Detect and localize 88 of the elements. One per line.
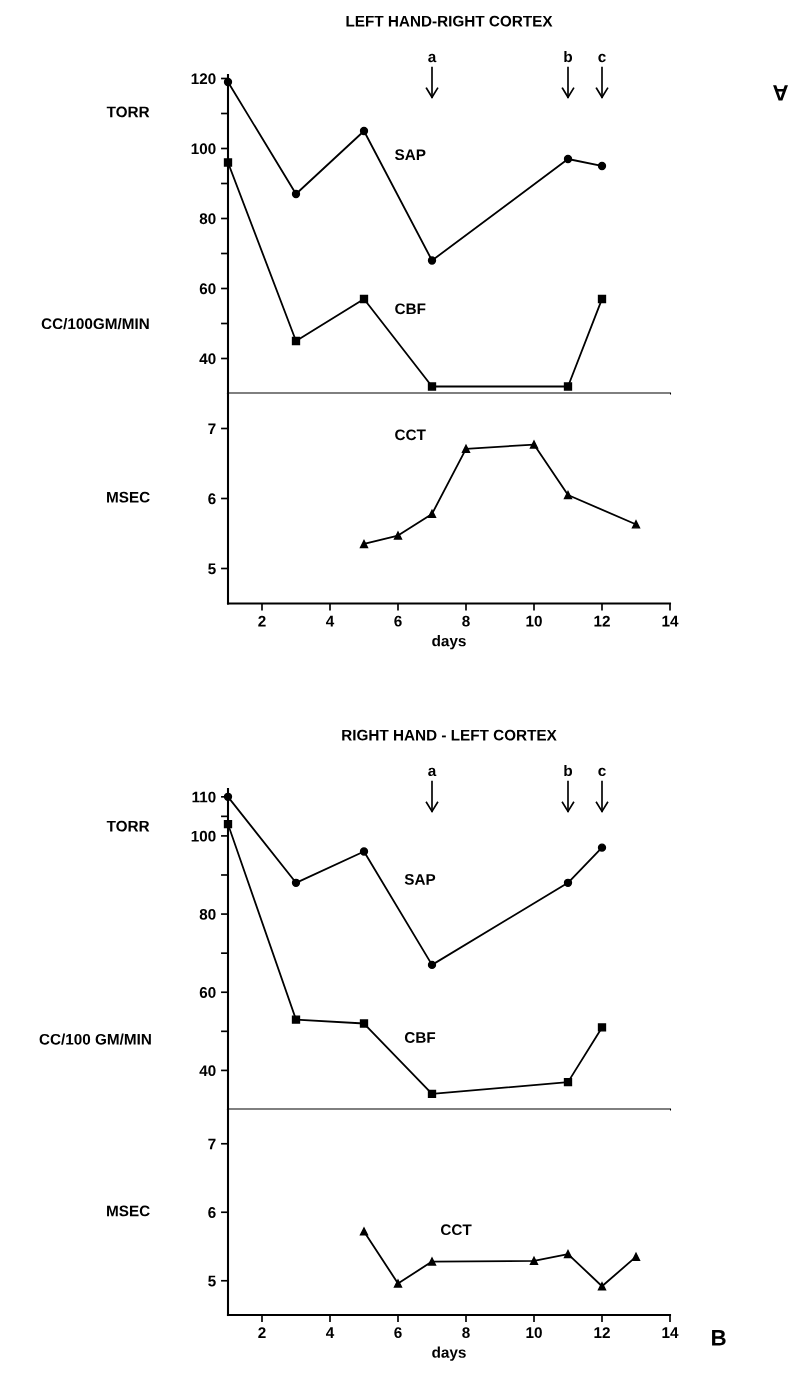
x-axis-title: days: [432, 1346, 466, 1361]
x-tick-label: 6: [394, 615, 402, 627]
text: a: [428, 53, 437, 63]
point: [597, 1282, 607, 1291]
y-tick-label: 80: [199, 213, 216, 225]
point: [393, 531, 403, 540]
x-tick-label: 4: [325, 1327, 335, 1338]
text: c: [598, 767, 606, 777]
y-axis-title: TORR: [106, 820, 150, 832]
point: [563, 1077, 573, 1087]
x-tick-label: 8: [462, 1327, 470, 1339]
point: [291, 336, 301, 346]
y-tick-label: 120: [191, 73, 216, 85]
point: [563, 382, 573, 391]
y-tick-label: 5: [208, 1275, 216, 1287]
x-tick-label: 4: [325, 615, 335, 627]
series-label: SAP: [404, 873, 436, 885]
point: [563, 154, 573, 164]
y-tick-label: 60: [199, 987, 216, 998]
text: A: [773, 85, 788, 101]
series-label: CBF: [395, 303, 426, 315]
point: [393, 1279, 403, 1288]
point: [529, 440, 539, 449]
x-tick-label: 10: [526, 1327, 542, 1339]
point: [597, 161, 607, 171]
y-tick-label: 100: [191, 143, 216, 155]
x-tick-label: 2: [258, 615, 266, 627]
x-axis-title: days: [432, 635, 466, 650]
point: [597, 1023, 607, 1032]
point: [427, 1089, 437, 1099]
point: [563, 878, 573, 887]
y-tick-label: 6: [208, 1207, 216, 1218]
point: [291, 878, 301, 887]
text: b: [564, 51, 573, 63]
point: [359, 847, 369, 856]
x-tick-label: 12: [594, 615, 610, 627]
y-axis-title: MSEC: [107, 1205, 150, 1217]
series-label: CCT: [440, 1224, 472, 1236]
point: [427, 382, 437, 391]
y-tick-label: 7: [208, 423, 216, 435]
point: [427, 256, 437, 265]
point: [631, 1252, 641, 1261]
point: [631, 520, 641, 529]
x-tick-label: 10: [526, 615, 542, 627]
text: a: [428, 767, 437, 777]
x-tick-label: 2: [258, 1327, 266, 1338]
y-tick-label: 80: [199, 908, 216, 920]
series-label: CBF: [404, 1032, 436, 1043]
chart-title: LEFT HAND-RIGHT CORTEX: [346, 15, 553, 27]
x-tick-label: 6: [394, 1327, 402, 1339]
x-tick-label: 12: [594, 1327, 610, 1338]
point: [359, 539, 369, 549]
series-label: SAP: [394, 149, 426, 161]
x-tick-label: 14: [662, 615, 679, 627]
point: [359, 294, 369, 304]
y-tick-label: 60: [199, 283, 216, 295]
text: CC/100 GM/MIN: [39, 1033, 151, 1045]
y-tick-label: 110: [192, 791, 216, 803]
point: [359, 1227, 369, 1236]
text: CC/100GM/MIN: [41, 317, 149, 330]
point: [597, 294, 607, 304]
y-tick-label: 6: [208, 493, 216, 505]
text: B: [712, 1330, 726, 1346]
point: [563, 490, 573, 500]
point: [461, 444, 471, 453]
text: CCT: [395, 429, 426, 441]
x-tick-label: 14: [662, 1327, 679, 1338]
y-tick-label: 100: [191, 830, 216, 842]
point: [427, 1257, 437, 1266]
point: [359, 1019, 369, 1028]
x-tick-label: 8: [462, 615, 470, 627]
point: [427, 960, 437, 970]
point: [597, 843, 607, 852]
y-axis-title: TORR: [106, 106, 150, 118]
y-tick-label: 7: [208, 1138, 216, 1150]
point: [427, 509, 437, 519]
y-tick-label: 40: [199, 353, 216, 365]
point: [359, 126, 369, 136]
chart-title: RIGHT HAND - LEFT CORTEX: [342, 729, 557, 741]
text: c: [598, 53, 606, 63]
point: [529, 1256, 539, 1266]
text: b: [564, 764, 573, 777]
point: [291, 1015, 301, 1024]
y-tick-label: 5: [208, 563, 216, 575]
y-axis-title: MSEC: [107, 491, 150, 503]
y-tick-label: 40: [199, 1065, 216, 1077]
point: [563, 1249, 573, 1259]
point: [291, 189, 301, 199]
